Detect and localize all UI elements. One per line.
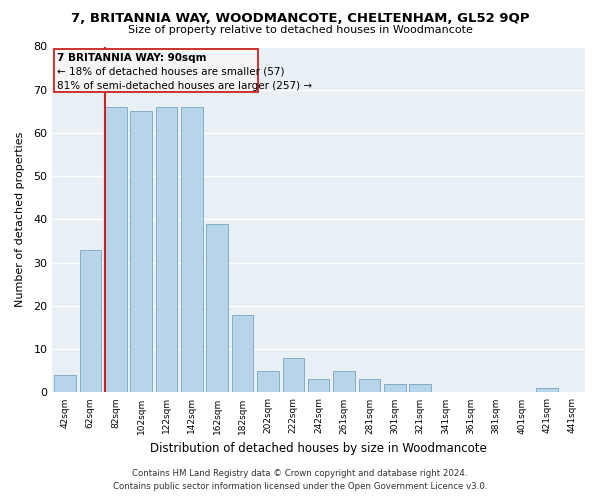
Bar xyxy=(206,224,228,392)
Text: 81% of semi-detached houses are larger (257) →: 81% of semi-detached houses are larger (… xyxy=(58,80,313,90)
Bar xyxy=(283,358,304,392)
Bar xyxy=(105,107,127,393)
Text: Size of property relative to detached houses in Woodmancote: Size of property relative to detached ho… xyxy=(128,25,472,35)
X-axis label: Distribution of detached houses by size in Woodmancote: Distribution of detached houses by size … xyxy=(150,442,487,455)
Bar xyxy=(232,314,253,392)
Text: ← 18% of detached houses are smaller (57): ← 18% of detached houses are smaller (57… xyxy=(58,67,285,77)
FancyBboxPatch shape xyxy=(53,48,258,92)
Y-axis label: Number of detached properties: Number of detached properties xyxy=(15,132,25,307)
Text: 7 BRITANNIA WAY: 90sqm: 7 BRITANNIA WAY: 90sqm xyxy=(58,53,207,63)
Bar xyxy=(80,250,101,392)
Bar xyxy=(384,384,406,392)
Bar xyxy=(257,371,279,392)
Bar xyxy=(155,107,177,393)
Text: Contains HM Land Registry data © Crown copyright and database right 2024.
Contai: Contains HM Land Registry data © Crown c… xyxy=(113,470,487,491)
Bar xyxy=(333,371,355,392)
Text: 7, BRITANNIA WAY, WOODMANCOTE, CHELTENHAM, GL52 9QP: 7, BRITANNIA WAY, WOODMANCOTE, CHELTENHA… xyxy=(71,12,529,26)
Bar xyxy=(181,107,203,393)
Bar xyxy=(359,380,380,392)
Bar xyxy=(409,384,431,392)
Bar xyxy=(54,375,76,392)
Bar xyxy=(130,112,152,392)
Bar xyxy=(308,380,329,392)
Bar xyxy=(536,388,558,392)
